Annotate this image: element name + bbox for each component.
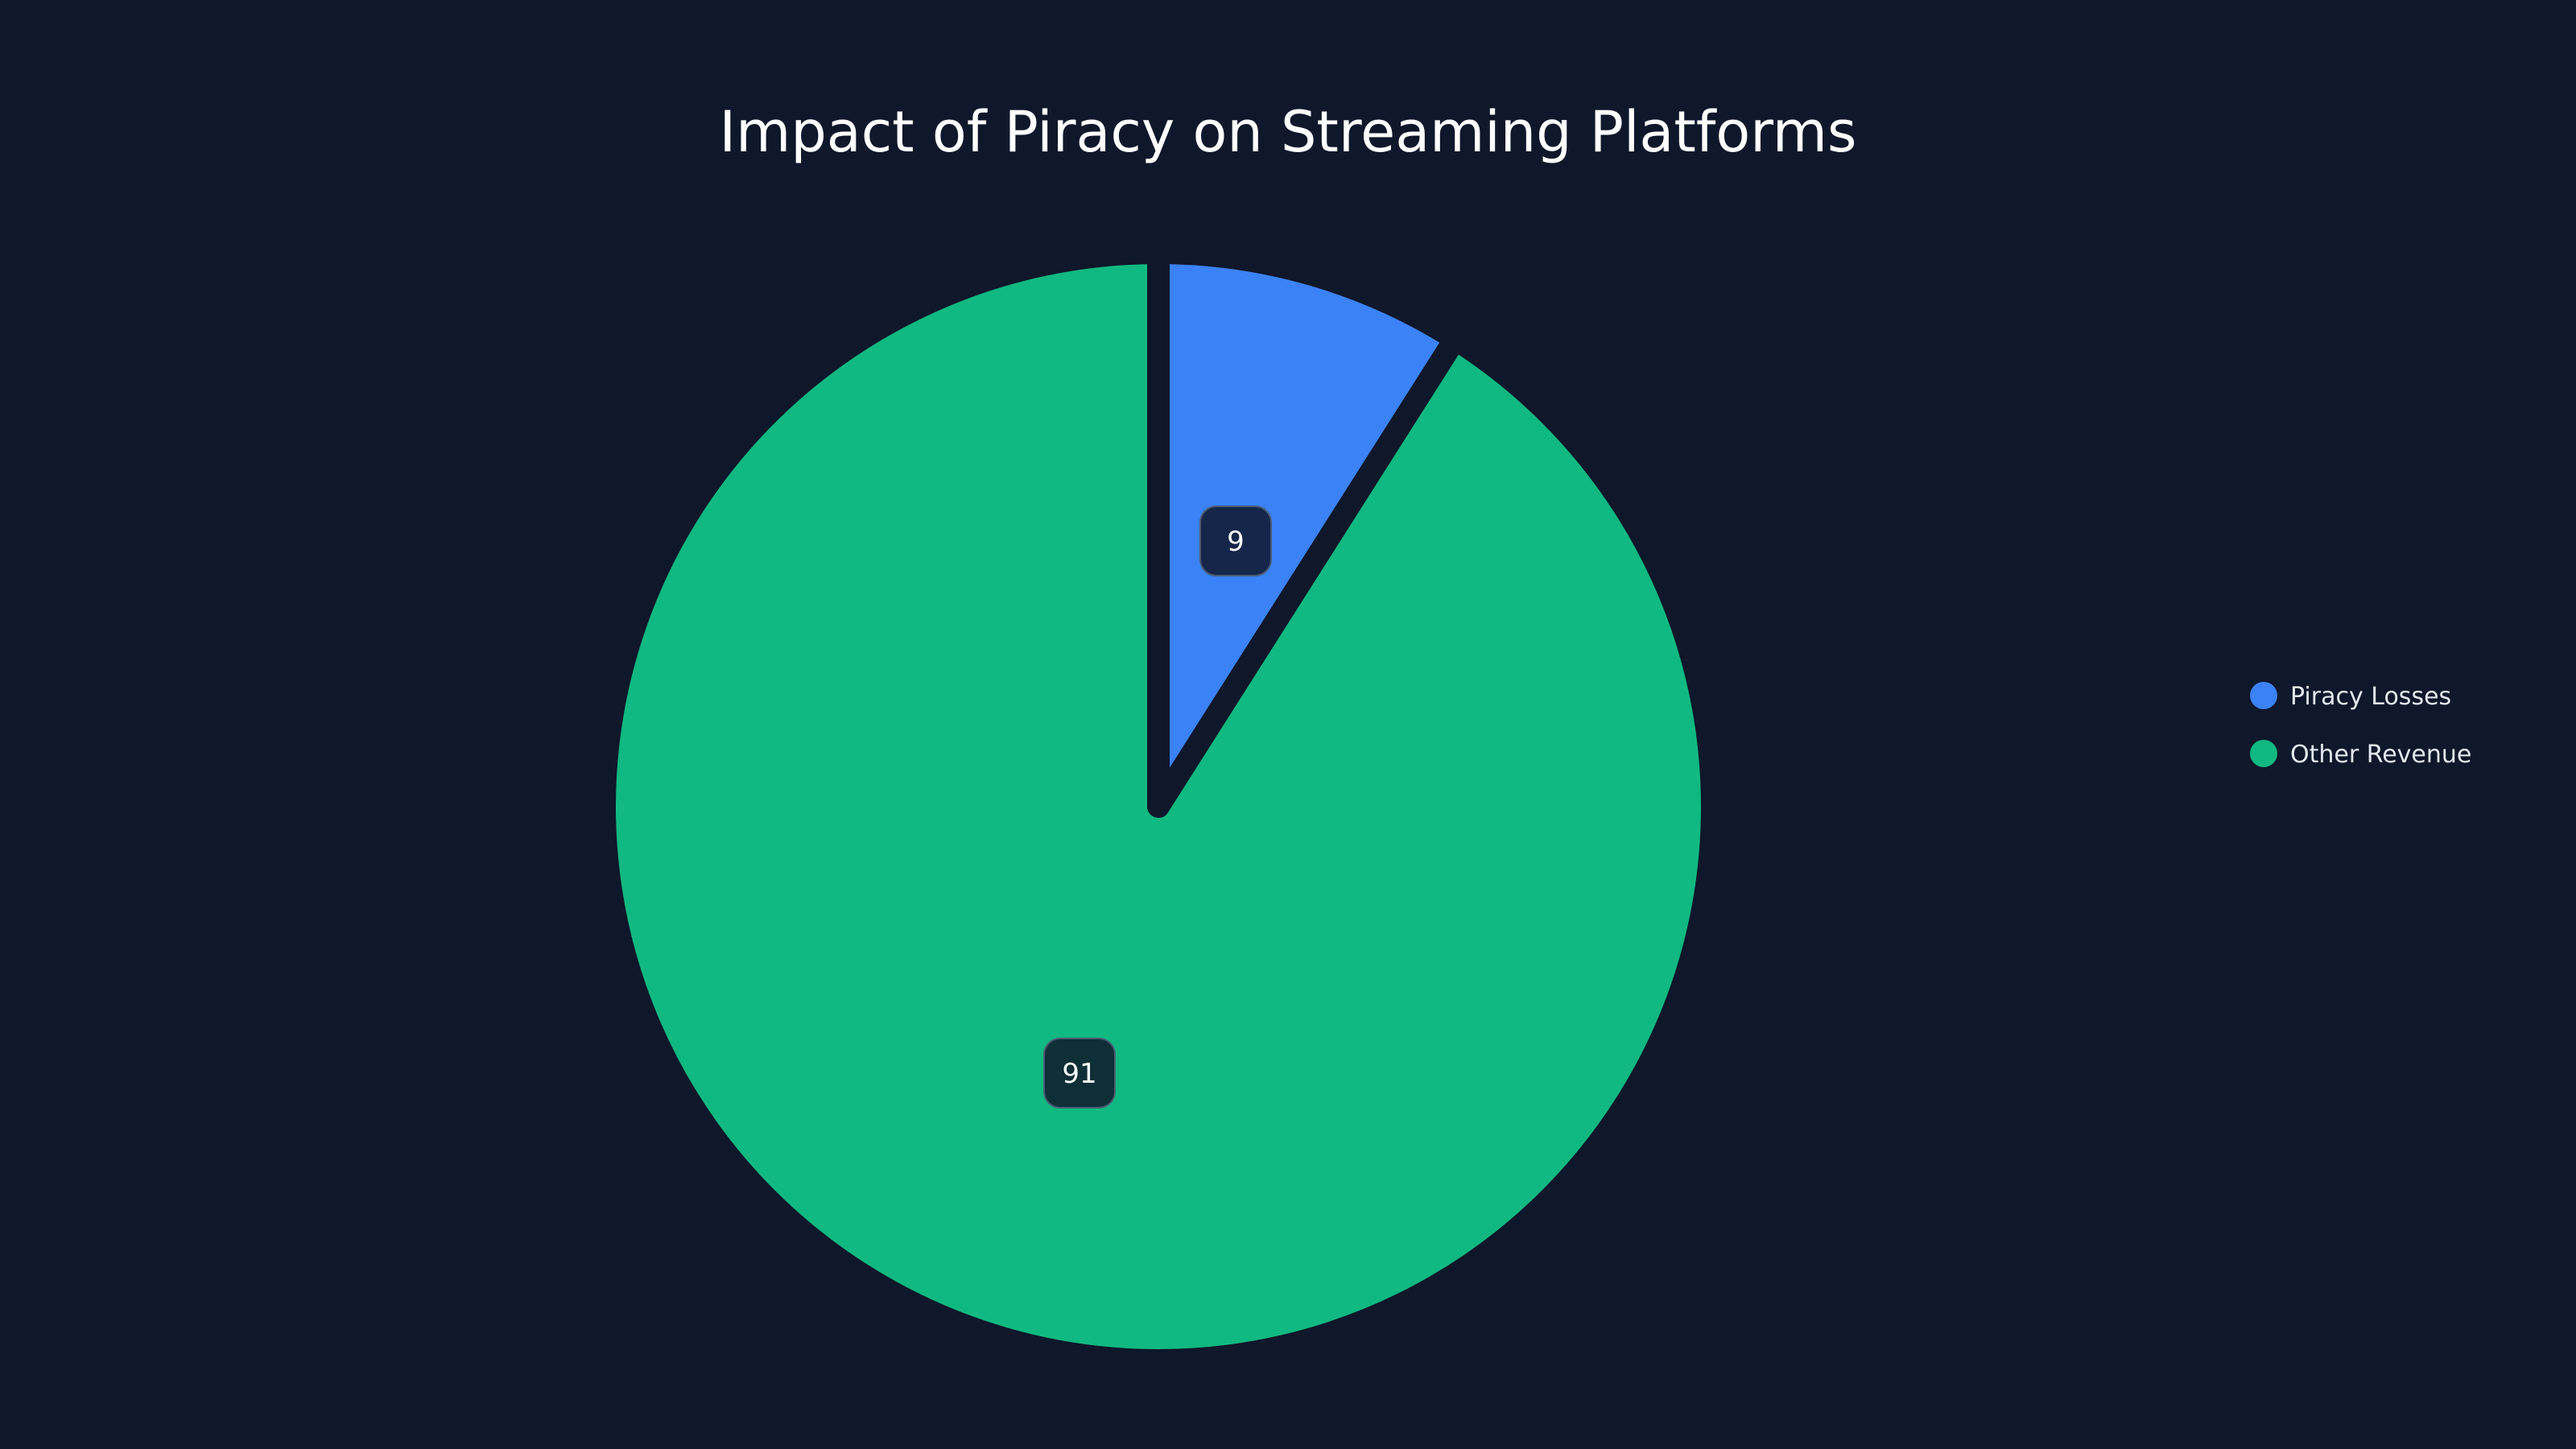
legend-marker (2250, 740, 2277, 767)
data-label-box (1199, 506, 1272, 576)
data-label: 9 (1199, 506, 1272, 576)
data-label-text: 9 (1227, 526, 1245, 558)
chart-title: Impact of Piracy on Streaming Platforms (720, 99, 1857, 165)
data-label-box (1043, 1038, 1116, 1108)
legend-item[interactable]: Other Revenue (2250, 740, 2471, 769)
pie-slice-piracy-losses[interactable] (1147, 242, 1467, 818)
slice-labels: 9 91 (1043, 506, 1272, 1108)
legend-item[interactable]: Piracy Losses (2250, 682, 2451, 711)
data-label-text: 91 (1062, 1058, 1096, 1090)
legend-label: Piracy Losses (2290, 683, 2451, 711)
data-label: 91 (1043, 1038, 1116, 1108)
pie-slice-other-revenue[interactable] (593, 242, 1724, 1372)
legend-label: Other Revenue (2290, 741, 2471, 769)
legend: Piracy Losses Other Revenue (2250, 682, 2471, 769)
pie-slices (593, 242, 1724, 1372)
legend-marker (2250, 682, 2277, 709)
